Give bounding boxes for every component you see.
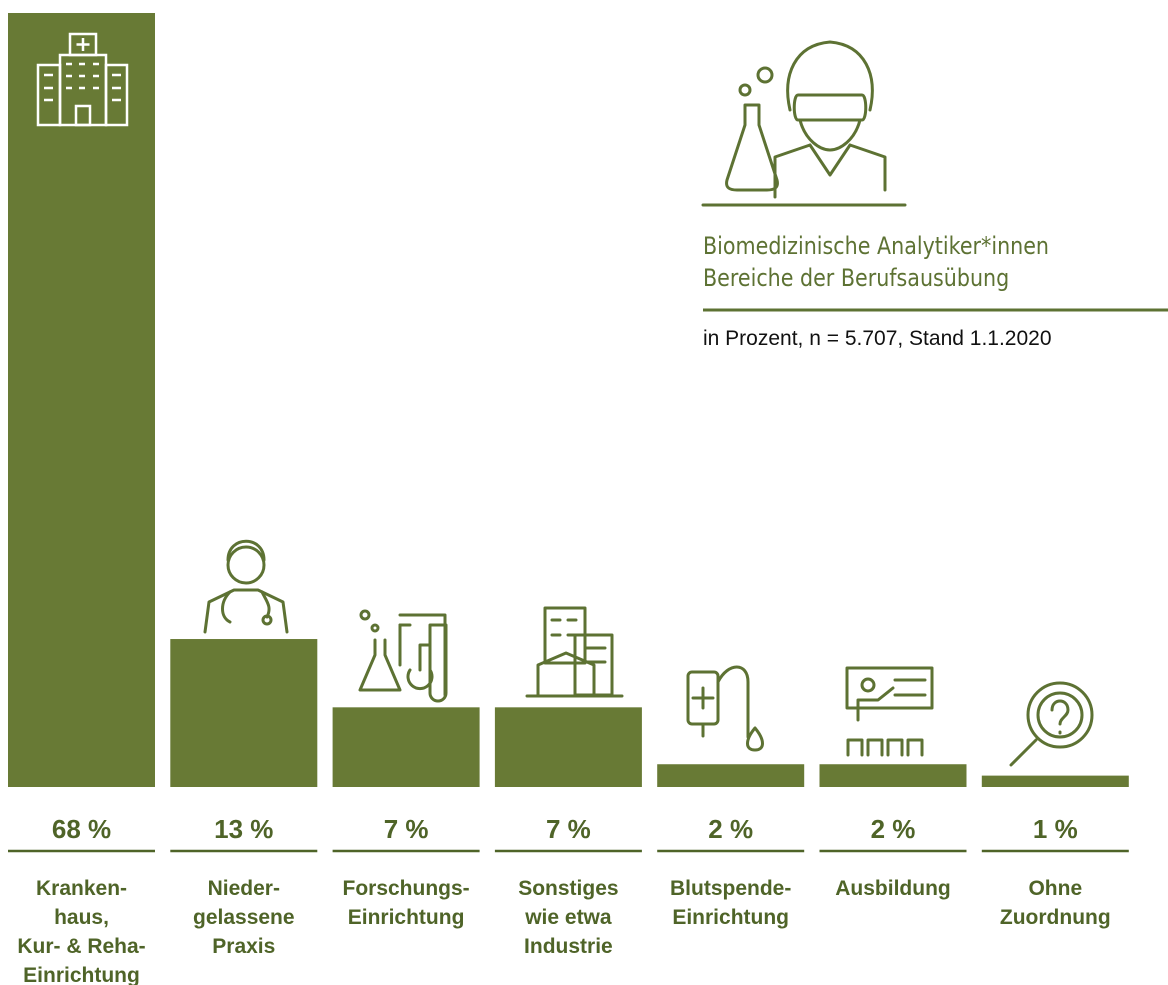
category-label: Blutspende- Einrichtung	[650, 874, 812, 932]
chart-title: Biomedizinische Analytiker*innen Bereich…	[703, 230, 1049, 294]
chart-note: in Prozent, n = 5.707, Stand 1.1.2020	[703, 327, 1052, 351]
value-label: 2 %	[708, 814, 753, 844]
value-label: 68 %	[52, 814, 111, 844]
category-label: Nieder- gelassene Praxis	[163, 874, 325, 961]
value-label: 7 %	[546, 814, 591, 844]
lab-icon	[360, 611, 446, 701]
value-label: 7 %	[384, 814, 429, 844]
scientist-icon	[703, 42, 905, 205]
value-label: 1 %	[1033, 814, 1078, 844]
category-label: Sonstiges wie etwa Industrie	[487, 874, 649, 961]
bar	[8, 13, 155, 787]
building-icon	[527, 608, 622, 696]
chart: 68 % 13 % 7 % 7 % 2 % 2 % 1 %	[0, 0, 1168, 985]
category-label: Ausbildung	[812, 874, 974, 903]
magnifier-icon	[1011, 683, 1092, 765]
category-label: Kranken- haus, Kur- & Reha- Einrichtung	[1, 874, 163, 985]
bar	[495, 707, 642, 787]
category-label: Ohne Zuordnung	[974, 874, 1136, 932]
bar	[982, 776, 1129, 787]
bars	[8, 13, 1129, 787]
bar	[820, 764, 967, 787]
teacher-icon	[847, 668, 932, 755]
bar	[657, 764, 804, 787]
doctor-icon	[205, 541, 287, 632]
value-label: 2 %	[871, 814, 916, 844]
bar	[170, 639, 317, 787]
value-label: 13 %	[214, 814, 273, 844]
bar	[333, 707, 480, 787]
page: 68 % 13 % 7 % 7 % 2 % 2 % 1 % Biomedizinische …	[0, 0, 1168, 985]
blood-icon	[688, 667, 763, 750]
category-label: Forschungs- Einrichtung	[325, 874, 487, 932]
